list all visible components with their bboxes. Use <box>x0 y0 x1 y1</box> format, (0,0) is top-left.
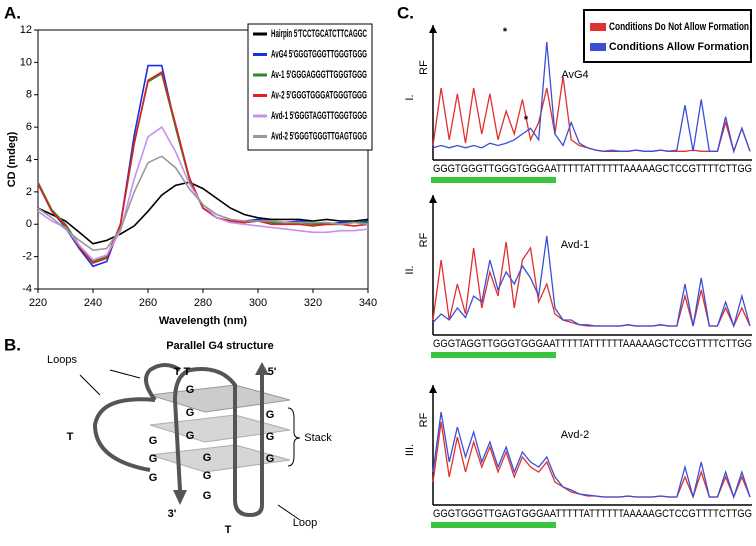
diagram-shapes <box>79 362 301 521</box>
y-tick-label: 2 <box>26 186 32 198</box>
row-label: II. <box>404 265 416 274</box>
x-tick-label: 280 <box>194 297 212 309</box>
x-tick-label: 260 <box>139 297 157 309</box>
y-tick-label: -4 <box>22 283 32 295</box>
legend-label: Conditions Do Not Allow Formation <box>609 21 749 33</box>
diagram-label: G <box>203 452 212 464</box>
y-tick-label: 4 <box>26 153 32 165</box>
y-tick-label: 10 <box>20 56 32 68</box>
diagram-label: G <box>266 409 275 421</box>
axis-arrow <box>429 385 437 393</box>
trace-title: Avd-2 <box>561 429 590 441</box>
diagram-label: T <box>67 431 74 443</box>
diagram-label: G <box>149 472 158 484</box>
diagram-label: G <box>186 384 195 396</box>
g4-region <box>431 177 556 183</box>
trace-title: AvG4 <box>561 69 588 81</box>
x-tick-label: 220 <box>29 297 47 309</box>
legend-label: Av-2 5'GGGTGGGATGGGTGGG <box>271 89 367 101</box>
sequence: GGGTGGGTTGGGTGGGAATTTTTATTTTTTAAAAAGCTCC… <box>433 163 752 175</box>
cd-line <box>37 70 369 265</box>
diagram-label: G <box>149 453 158 465</box>
diagram-label: G <box>203 490 212 502</box>
x-tick-label: 340 <box>359 297 377 309</box>
legend-swatch <box>590 43 606 51</box>
diagram-label: G <box>186 430 195 442</box>
trace-line <box>432 76 751 154</box>
legend-label: Hairpin 5'TCCTGCATCTTCAGGC <box>271 28 367 40</box>
axis-arrow <box>429 25 437 33</box>
panel-label: C. <box>397 3 414 22</box>
diagram-title: Parallel G4 structure <box>166 340 274 352</box>
y-tick-label: 8 <box>26 89 32 101</box>
trace-title: Avd-1 <box>561 239 590 251</box>
y-tick-label: 6 <box>26 121 32 133</box>
x-tick-label: 320 <box>304 297 322 309</box>
diagram-label: G <box>149 435 158 447</box>
row-label: I. <box>404 94 416 100</box>
panel-label: B. <box>4 335 21 354</box>
cd-line <box>37 181 369 245</box>
trace-line <box>432 235 751 329</box>
annotation: * <box>503 26 508 38</box>
diagram-label: 5' <box>268 366 277 378</box>
legend-swatch <box>590 23 606 31</box>
panel-label: A. <box>4 3 21 22</box>
diagram-label: Stack <box>304 432 332 444</box>
y-tick-label: 0 <box>26 218 32 230</box>
y-axis-label: RF <box>418 232 430 247</box>
diagram-label: Loops <box>47 354 77 366</box>
diagram-label: Loop <box>293 517 317 529</box>
row-label: III. <box>404 444 416 456</box>
y-tick-label: -2 <box>22 251 32 263</box>
legend-label: Avd-2 5'GGGTGGGTTGAGTGGG <box>271 130 367 142</box>
legend-label: Av-1 5'GGGAGGGTTGGGTGGG <box>271 69 367 81</box>
trace-line <box>432 41 751 154</box>
diagram-label: T T <box>174 366 191 378</box>
y-axis-label: RF <box>418 60 430 75</box>
x-axis-label: Wavelength (nm) <box>159 315 248 327</box>
legend-label: AvG4 5'GGGTGGGTTGGGTGGG <box>271 48 367 60</box>
x-tick-label: 240 <box>84 297 102 309</box>
x-tick-label: 300 <box>249 297 267 309</box>
legend-label: Avd-1 5'GGGTAGGTTGGGTGGG <box>271 110 367 122</box>
y-tick-label: 12 <box>20 24 32 36</box>
diagram-label: G <box>203 470 212 482</box>
legend-box <box>247 23 373 151</box>
diagram-label: G <box>266 453 275 465</box>
diagram-label: 3' <box>168 508 177 520</box>
diagram-label: G <box>186 407 195 419</box>
axis-arrow <box>429 195 437 203</box>
sequence: GGGTGGGTTGAGTGGGAATTTTTATTTTTTAAAAAGCTCC… <box>433 508 752 520</box>
g4-region <box>431 522 556 528</box>
y-axis-label: CD (mdeg) <box>6 131 18 187</box>
sequence: GGGTAGGTTGGGTGGGAATTTTTATTTTTTAAAAAGCTCC… <box>433 338 752 350</box>
g4-region <box>431 352 556 358</box>
cd-line <box>37 155 369 252</box>
diagram-label: G <box>266 431 275 443</box>
diagram-label: T <box>225 524 232 536</box>
trace-line <box>432 411 751 500</box>
legend-box <box>583 9 752 63</box>
legend-label: Conditions Allow Formation <box>609 41 749 53</box>
y-axis-label: RF <box>418 412 430 427</box>
annotation: * <box>524 114 529 126</box>
